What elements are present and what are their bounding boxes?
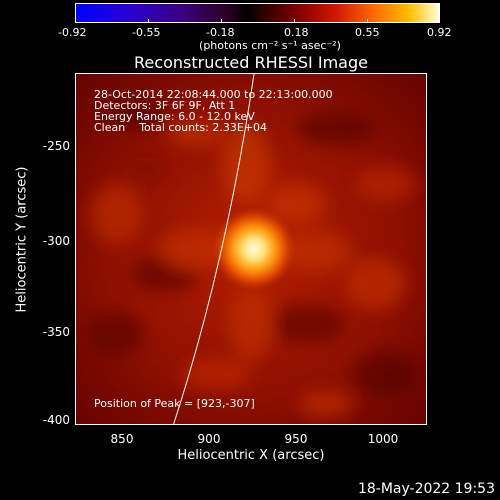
solar-image — [75, 73, 427, 425]
info-clean-counts: Clean Total counts: 2.33E+04 — [94, 121, 268, 134]
colorbar-tick-label: 0.92 — [427, 26, 452, 39]
y-axis-label: Heliocentric Y (arcsec) — [14, 166, 30, 313]
solar-image-canvas — [76, 74, 426, 424]
image-texture — [88, 100, 418, 418]
info-peak-position: Position of Peak = [923,-307] — [94, 397, 255, 410]
info-time-range: 28-Oct-2014 22:08:44.000 to 22:13:00.000 — [94, 88, 333, 101]
x-tick-label: 900 — [197, 432, 221, 446]
colorbar-tick-mark — [439, 19, 440, 23]
y-tick-label: -400 — [42, 413, 70, 427]
colorbar-tick-mark — [148, 19, 149, 23]
info-detectors: Detectors: 3F 6F 9F, Att 1 — [94, 99, 236, 112]
x-tick-label: 950 — [284, 432, 308, 446]
colorbar-units: (photons cm⁻² s⁻¹ asec⁻²) — [199, 39, 341, 52]
timestamp: 18-May-2022 19:53 — [357, 481, 495, 497]
colorbar-tick-label: 0.18 — [284, 26, 309, 39]
y-tick-label: -350 — [42, 325, 70, 339]
info-energy-range: Energy Range: 6.0 - 12.0 keV — [94, 110, 255, 123]
x-tick-label: 1000 — [367, 432, 399, 446]
x-axis-label: Heliocentric X (arcsec) — [177, 448, 325, 463]
colorbar-tick-label: -0.92 — [58, 26, 87, 39]
y-tick-label: -250 — [42, 139, 70, 153]
solar-limb-line — [173, 74, 255, 424]
colorbar-tick-mark — [294, 19, 295, 23]
image-title: Reconstructed RHESSI Image — [134, 53, 368, 72]
colorbar-tick-label: -0.55 — [132, 26, 161, 39]
colorbar-tick-mark — [75, 19, 76, 23]
colorbar-tick-label: -0.18 — [206, 26, 235, 39]
colorbar — [75, 3, 440, 23]
colorbar-tick-mark — [221, 19, 222, 23]
x-tick-label: 850 — [110, 432, 134, 446]
colorbar-tick-mark — [367, 19, 368, 23]
colorbar-tick-label: 0.55 — [355, 26, 380, 39]
source-peak — [212, 207, 296, 291]
y-tick-label: -300 — [42, 234, 70, 248]
